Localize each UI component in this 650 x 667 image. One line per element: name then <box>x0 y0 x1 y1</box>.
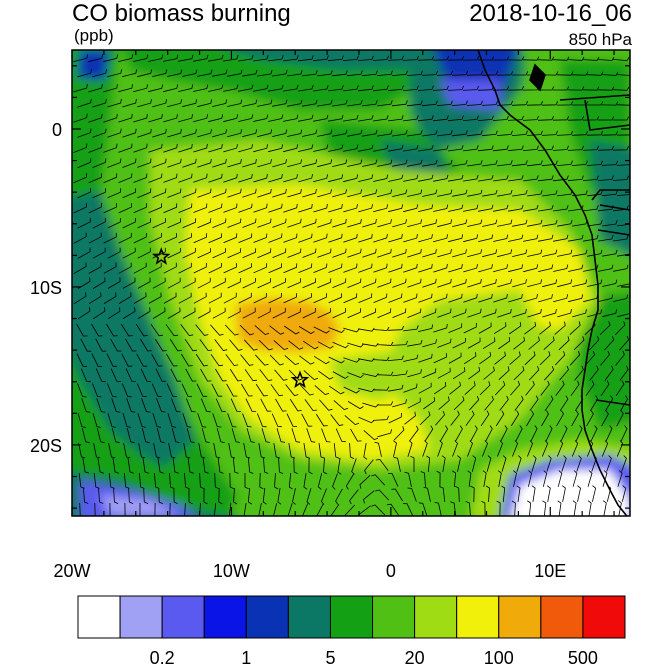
colorbar-labels: 0.2 1 5 20 100 500 <box>150 648 598 667</box>
pressure-level-label: 850 hPa <box>568 30 632 49</box>
colorbar-swatch <box>161 595 205 639</box>
colorbar-swatch <box>77 595 121 639</box>
colorbar-swatch <box>456 595 500 639</box>
colorbar-label: 0.2 <box>150 648 175 667</box>
colorbar-swatch <box>119 595 163 639</box>
colorbar-swatch <box>582 595 626 639</box>
wind-barbs <box>73 54 630 516</box>
plot-frame <box>71 49 631 517</box>
colorbar-label: 500 <box>568 648 598 667</box>
coastline <box>477 50 630 516</box>
star-marker <box>290 370 310 389</box>
colorbar-label: 20 <box>405 648 425 667</box>
y-tick-label: 10S <box>30 278 62 298</box>
y-tick-label: 0 <box>52 120 62 140</box>
x-tick-label: 10W <box>213 561 250 581</box>
colorbar-label: 1 <box>241 648 251 667</box>
y-tick-label: 20S <box>30 436 62 456</box>
colorbar-swatch <box>329 595 374 639</box>
axis-ticks <box>71 50 630 516</box>
colorbar-label: 5 <box>325 648 335 667</box>
x-tick-label: 10E <box>534 561 566 581</box>
colorbar-swatch <box>287 595 331 639</box>
co-concentration-field <box>72 50 630 516</box>
y-axis-labels: 0 10S 20S <box>30 120 62 456</box>
colorbar-swatch <box>414 595 458 639</box>
datetime-label: 2018-10-16_06 <box>469 0 632 27</box>
colorbar-label: 100 <box>484 648 514 667</box>
colorbar-swatch <box>372 595 416 639</box>
units-label: (ppb) <box>74 26 114 45</box>
colorbar-swatch <box>498 595 542 639</box>
x-tick-label: 20W <box>53 561 90 581</box>
star-marker <box>151 247 171 265</box>
colorbar-swatch <box>245 595 289 639</box>
colorbar-swatch <box>540 595 584 639</box>
map-title: CO biomass burning <box>72 0 291 27</box>
x-axis-labels: 20W 10W 0 10E <box>53 561 566 581</box>
colorbar <box>77 595 626 639</box>
station-markers <box>151 247 310 389</box>
x-tick-label: 0 <box>386 561 396 581</box>
colorbar-swatch <box>203 595 247 639</box>
